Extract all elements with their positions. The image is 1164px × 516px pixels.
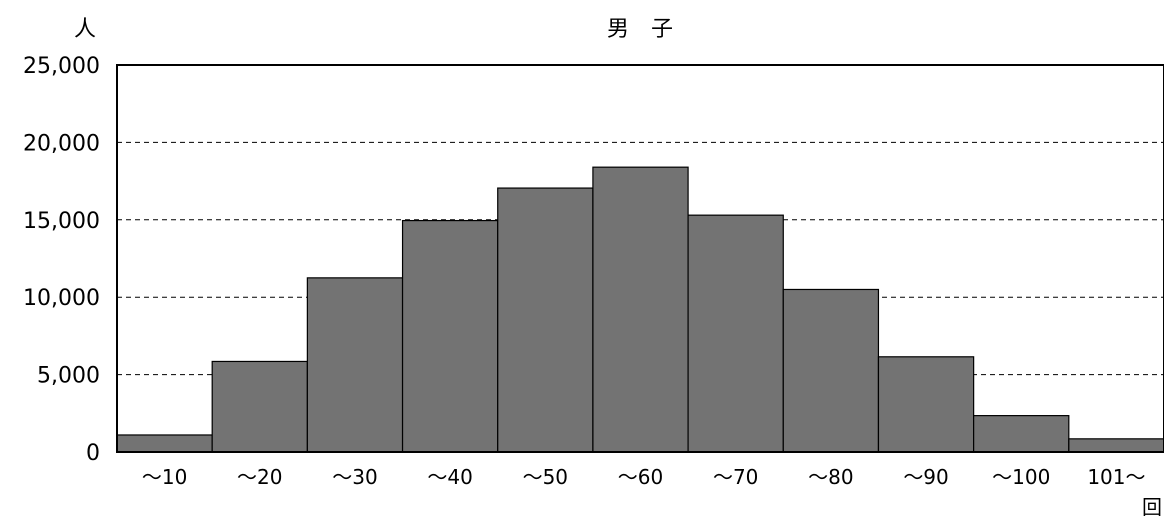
bar-6 (687, 214, 784, 453)
x-tick-label-9: ～100 (992, 465, 1050, 489)
x-tick-label-2: ～30 (332, 465, 377, 489)
bar-9 (973, 415, 1070, 453)
bar-5 (592, 166, 689, 453)
y-tick-label-4: 20,000 (23, 131, 100, 156)
chart-title: 男 子 (607, 17, 673, 42)
bars (116, 166, 1164, 453)
plot-area-frame (116, 64, 1164, 453)
x-tick-label-5: ～60 (618, 465, 663, 489)
y-tick-labels: 0 5,000 10,000 15,000 20,000 25,000 (23, 54, 100, 466)
x-tick-label-4: ～50 (523, 465, 568, 489)
x-tick-label-0: ～10 (142, 465, 187, 489)
y-axis-unit-label: 人 (74, 17, 96, 42)
bar-10 (1068, 438, 1164, 453)
y-tick-label-5: 25,000 (23, 54, 100, 79)
x-tick-label-10: 101～ (1087, 465, 1145, 489)
bar-1 (211, 360, 308, 453)
x-tick-label-3: ～40 (427, 465, 472, 489)
bar-3 (401, 219, 499, 453)
x-tick-label-1: ～20 (237, 465, 282, 489)
x-tick-label-6: ～70 (713, 465, 758, 489)
x-axis-unit-label: 回 (1142, 495, 1162, 516)
bar-7 (782, 288, 880, 453)
y-tick-label-0: 0 (86, 441, 100, 466)
bar-2 (306, 277, 404, 453)
bar-8 (877, 356, 975, 453)
y-tick-label-3: 15,000 (23, 209, 100, 234)
x-tick-label-7: ～80 (808, 465, 853, 489)
x-tick-label-8: ～90 (903, 465, 948, 489)
y-tick-label-1: 5,000 (37, 364, 100, 389)
x-tick-labels: ～10 ～20 ～30 ～40 ～50 ～60 ～70 ～80 ～90 ～100 101～ (142, 465, 1146, 489)
bar-0 (116, 434, 213, 453)
bar-4 (497, 187, 594, 453)
y-tick-label-2: 10,000 (23, 286, 100, 311)
